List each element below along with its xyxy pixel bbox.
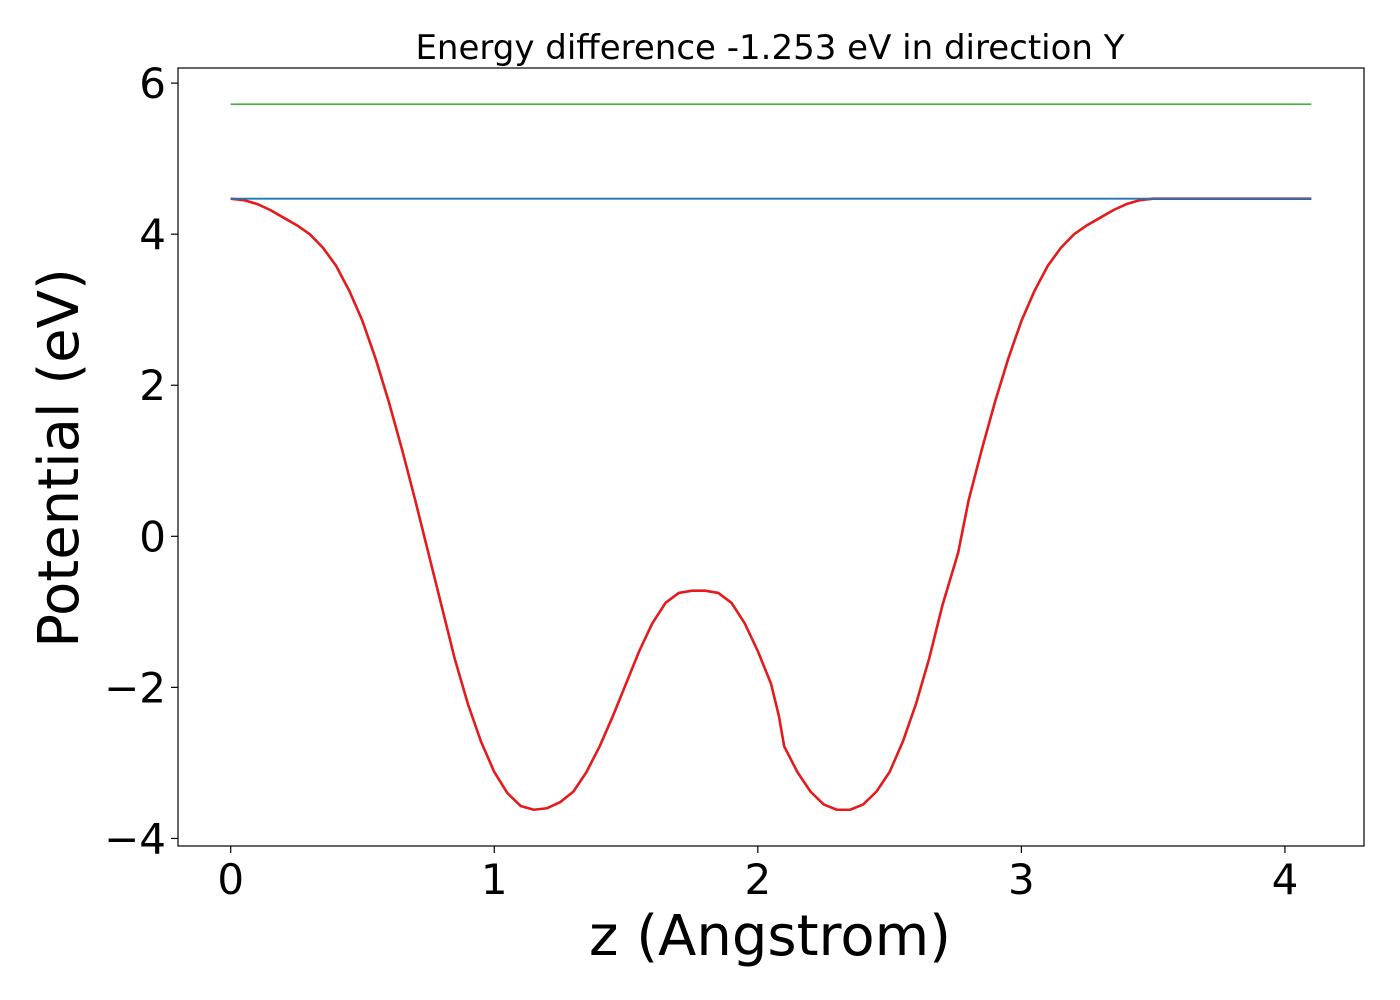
plot-frame bbox=[177, 67, 1365, 847]
series-line-0 bbox=[230, 197, 1312, 812]
x-axis-label: z (Angstrom) bbox=[589, 904, 951, 969]
y-axis-ticks: −4 −2 0 2 4 6 bbox=[104, 59, 178, 863]
y-tick-label: 4 bbox=[139, 210, 166, 259]
y-axis-label: Potential (eV) bbox=[27, 268, 92, 648]
x-tick-label: 1 bbox=[481, 855, 508, 904]
plot-lines bbox=[230, 103, 1312, 812]
y-tick-label: 6 bbox=[139, 59, 166, 108]
x-tick-label: 3 bbox=[1008, 855, 1035, 904]
chart-title: Energy difference -1.253 eV in direction… bbox=[415, 28, 1124, 68]
x-tick-label: 0 bbox=[217, 855, 244, 904]
y-tick-label: 0 bbox=[139, 512, 166, 561]
x-tick-label: 2 bbox=[744, 855, 771, 904]
x-tick-label: 4 bbox=[1272, 855, 1299, 904]
x-axis-ticks: 0 1 2 3 4 bbox=[217, 846, 1298, 904]
y-tick-label: −2 bbox=[104, 663, 166, 712]
y-tick-label: −4 bbox=[104, 814, 166, 863]
y-tick-label: 2 bbox=[139, 361, 166, 410]
